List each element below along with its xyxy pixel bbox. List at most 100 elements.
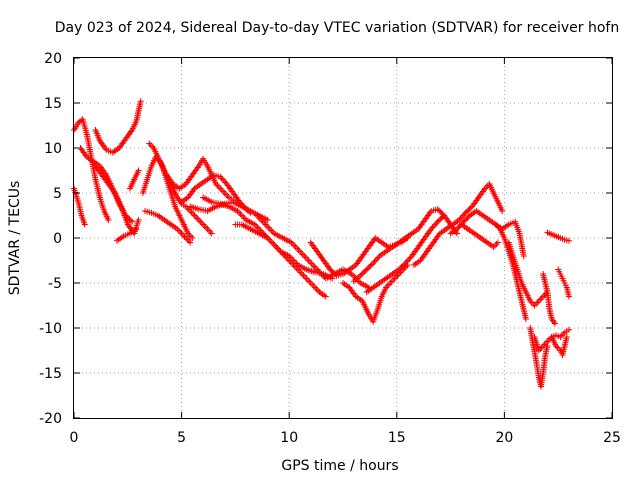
data-point [388, 278, 395, 285]
data-point [217, 185, 224, 192]
data-point [437, 216, 444, 223]
data-point [463, 208, 470, 215]
data-point [370, 260, 377, 267]
y-tick-label: 0 [53, 231, 62, 247]
series-track-20 [350, 206, 461, 285]
series-track-22 [447, 208, 527, 259]
data-point [402, 260, 409, 267]
data-point [434, 218, 441, 225]
y-tick-label: 15 [44, 96, 62, 112]
data-point [371, 258, 378, 265]
data-point [362, 267, 369, 274]
data-point [289, 260, 296, 267]
series-track-30 [555, 266, 572, 300]
x-axis-title: GPS time / hours [281, 458, 398, 474]
data-point [364, 265, 371, 272]
data-point [296, 248, 303, 255]
data-point [184, 205, 191, 211]
data-point [328, 267, 335, 274]
data-point [387, 280, 394, 286]
data-point [544, 338, 551, 345]
data-point [314, 287, 321, 294]
y-tick-label: 10 [44, 141, 62, 157]
data-point [492, 242, 499, 249]
data-point [332, 271, 339, 278]
data-point [266, 226, 273, 232]
data-point [308, 260, 315, 267]
data-point [180, 232, 187, 238]
data-point [197, 218, 204, 225]
data-point [461, 211, 468, 218]
series-track-2 [71, 116, 112, 223]
data-point [429, 224, 436, 231]
data-point [307, 259, 314, 265]
data-point [301, 274, 308, 280]
data-point [286, 257, 293, 264]
data-point [292, 244, 299, 250]
data-point [403, 258, 410, 265]
data-point [81, 221, 88, 228]
data-point [313, 286, 320, 292]
data-point [406, 255, 413, 262]
y-tick-label: -15 [39, 366, 62, 382]
series-track-7 [126, 167, 142, 192]
data-point [494, 239, 501, 246]
data-point [385, 281, 392, 288]
data-point [404, 257, 411, 264]
data-point [291, 263, 298, 270]
data-point [303, 275, 310, 282]
series-track-21 [411, 181, 506, 268]
data-point [558, 332, 565, 339]
data-point [361, 269, 368, 276]
series-track-13 [187, 199, 271, 223]
data-point [363, 266, 370, 273]
data-point [221, 178, 228, 185]
data-point [563, 334, 570, 340]
data-point [189, 235, 196, 241]
x-tick-label: 5 [177, 430, 186, 446]
y-axis-title: SDTVAR / TECUs [7, 181, 23, 296]
data-point [540, 293, 547, 300]
data-point [543, 340, 550, 346]
data-point [300, 272, 307, 279]
data-point [565, 237, 572, 244]
data-point [237, 211, 244, 217]
y-tick-label: 5 [53, 186, 62, 202]
axis-ticks: 0 5 10 15 20 25 -20 -15 -10 -5 0 5 10 15 20 [39, 51, 621, 446]
data-point [201, 223, 208, 229]
data-point [224, 193, 231, 199]
series-track-5 [92, 163, 142, 237]
data-point [135, 167, 142, 174]
data-point [463, 216, 470, 223]
data-marks [71, 98, 572, 390]
data-point [368, 261, 375, 268]
data-point [458, 214, 465, 221]
data-point [465, 207, 472, 214]
data-point [438, 209, 445, 216]
data-point [309, 281, 316, 288]
data-point [294, 245, 301, 252]
data-point [205, 227, 212, 234]
data-point [461, 217, 468, 224]
data-point [302, 254, 309, 261]
data-point [372, 257, 379, 264]
data-point [146, 140, 153, 147]
data-point [133, 226, 140, 232]
series-track-12 [178, 172, 254, 216]
data-point [435, 207, 442, 214]
data-point [395, 266, 402, 273]
data-point [301, 253, 308, 259]
data-point [267, 238, 274, 244]
data-point [299, 251, 306, 258]
data-point [218, 175, 225, 182]
data-point [366, 263, 373, 270]
data-point [178, 230, 185, 237]
data-point [208, 230, 215, 237]
data-point [219, 176, 226, 183]
data-point [464, 215, 471, 222]
data-point [268, 227, 275, 234]
data-point [221, 190, 228, 196]
data-point [565, 293, 572, 300]
data-point [428, 226, 435, 232]
